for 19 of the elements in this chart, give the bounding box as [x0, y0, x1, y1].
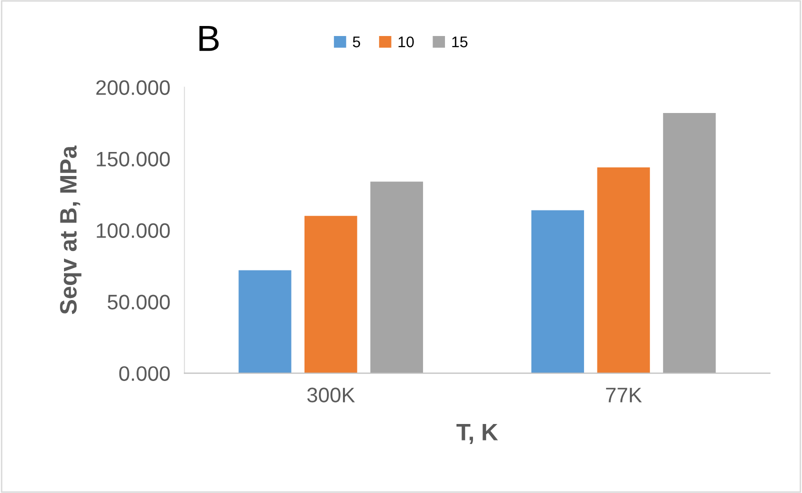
bar — [238, 270, 292, 374]
bar — [663, 112, 716, 374]
y-axis-title: Seqv at B, MPa — [60, 145, 82, 314]
y-tick-label: 50.000 — [108, 294, 170, 310]
x-tick-label: 77K — [606, 388, 642, 402]
bar — [304, 216, 358, 374]
bar — [597, 167, 650, 374]
bar — [531, 210, 584, 374]
chart-title: B — [199, 26, 219, 51]
x-tick-label: 300K — [307, 388, 355, 402]
y-tick-label: 150.000 — [96, 152, 170, 166]
legend-label: 15 — [452, 36, 468, 48]
legend-label: 10 — [398, 36, 414, 48]
bar — [370, 182, 424, 374]
y-tick-label: 100.000 — [96, 223, 170, 238]
legend-label: 5 — [352, 36, 360, 48]
x-axis-title: T, K — [456, 424, 498, 444]
y-tick-label: 0.000 — [119, 366, 170, 381]
y-tick-label: 200.000 — [96, 80, 170, 96]
